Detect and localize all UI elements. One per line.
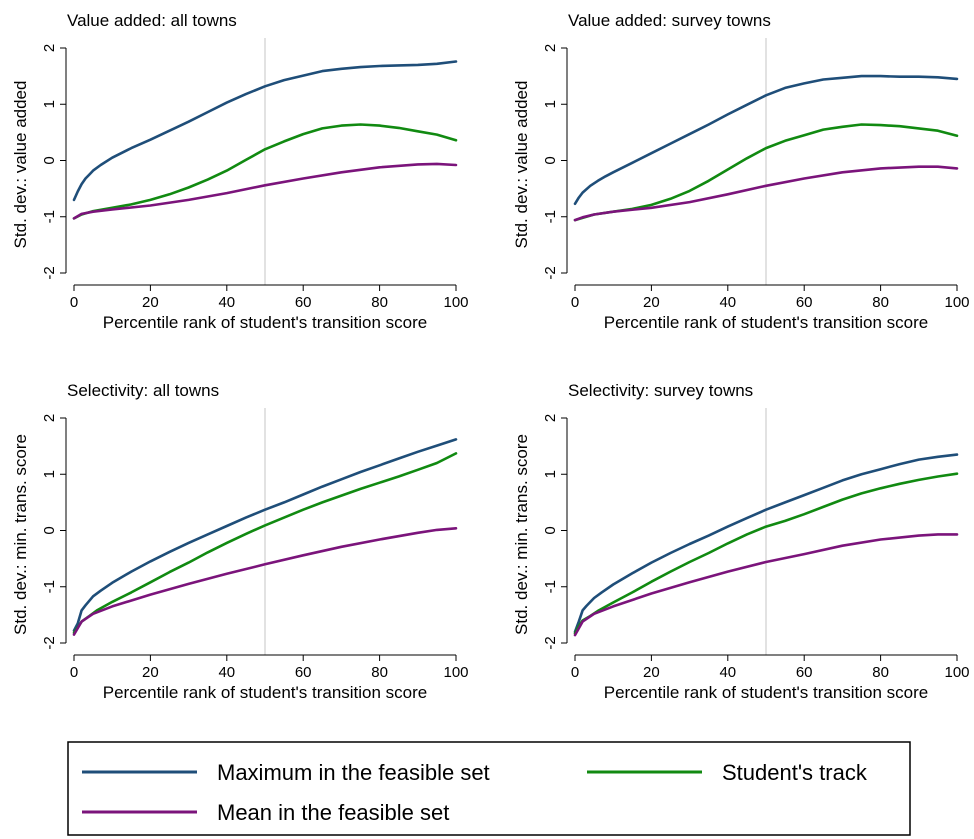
panel-2-y-tick-label-2: 0	[542, 156, 559, 164]
panel-2-y-tick-label-3: 1	[542, 100, 559, 108]
panel-4-x-tick-label-2: 40	[719, 664, 736, 681]
panel-4-y-tick-label-3: 1	[542, 470, 559, 478]
panel-4-x-tick-label-0: 0	[571, 664, 579, 681]
panel-3-series-max	[72, 438, 458, 632]
panel-3-x-tick-label-2: 40	[218, 664, 235, 681]
panel-4-y-tick-label-4: 2	[542, 414, 559, 422]
panel-3-series-track	[72, 452, 458, 635]
panel-1-y-axis-label: Std. dev.: value added	[11, 81, 30, 249]
panel-1-x-tick-label-2: 40	[218, 294, 235, 311]
legend-label-max: Maximum in the feasible set	[217, 760, 490, 785]
panel-3-y-tick-label-4: 2	[41, 414, 58, 422]
panel-1-y-tick-label-4: 2	[41, 44, 58, 52]
panel-3-title: Selectivity: all towns	[67, 381, 219, 400]
panel-4-y-tick-label-1: -1	[542, 580, 559, 593]
panel-4-x-tick-label-3: 60	[796, 664, 813, 681]
panel-4-title: Selectivity: survey towns	[568, 381, 753, 400]
panel-1-x-tick-label-1: 20	[142, 294, 159, 311]
panel-3-y-tick-label-1: -1	[41, 580, 58, 593]
panel-2-x-axis-label: Percentile rank of student's transition …	[604, 313, 929, 332]
panel-1-title: Value added: all towns	[67, 11, 237, 30]
panel-3-x-tick-label-0: 0	[70, 664, 78, 681]
panel-2-x-tick-label-1: 20	[643, 294, 660, 311]
panel-2-title: Value added: survey towns	[568, 11, 771, 30]
legend: Maximum in the feasible set Student's tr…	[67, 741, 911, 836]
panel-1-series-track	[72, 123, 458, 220]
panel-1-series-max	[72, 60, 458, 202]
panel-3-y-axis-label: Std. dev.: min. trans. score	[11, 434, 30, 635]
panel-2-x-tick-label-4: 80	[872, 294, 889, 311]
panel-4-y-tick-label-2: 0	[542, 526, 559, 534]
panel-2-y-tick-label-4: 2	[542, 44, 559, 52]
panel-4-series-mean	[573, 533, 959, 637]
panel-1-x-tick-label-4: 80	[371, 294, 388, 311]
panel-2-x-tick-label-2: 40	[719, 294, 736, 311]
panel-1-y-tick-label-0: -2	[41, 266, 58, 279]
panel-2-y-tick-label-0: -2	[542, 266, 559, 279]
panel-4-series-max	[573, 453, 959, 634]
panel-1-y-tick-label-1: -1	[41, 210, 58, 223]
panel-1-x-tick-label-5: 100	[443, 294, 468, 311]
panel-1-y-tick-label-2: 0	[41, 156, 58, 164]
panel-3-y-tick-label-2: 0	[41, 526, 58, 534]
legend-box	[67, 741, 911, 836]
panel-4-x-axis-label: Percentile rank of student's transition …	[604, 683, 929, 702]
panel-1-x-axis-label: Percentile rank of student's transition …	[103, 313, 428, 332]
panel-3-y-tick-label-0: -2	[41, 636, 58, 649]
legend-label-mean: Mean in the feasible set	[217, 800, 449, 825]
panel-4-x-tick-label-1: 20	[643, 664, 660, 681]
panel-2-x-tick-label-3: 60	[796, 294, 813, 311]
panel-3-x-tick-label-1: 20	[142, 664, 159, 681]
panel-4-x-tick-label-4: 80	[872, 664, 889, 681]
panel-3-y-tick-label-3: 1	[41, 470, 58, 478]
panel-4-y-tick-label-0: -2	[542, 636, 559, 649]
panel-3-x-tick-label-5: 100	[443, 664, 468, 681]
panel-2-series-mean	[573, 165, 959, 222]
panel-1-x-tick-label-0: 0	[70, 294, 78, 311]
panel-2-x-tick-label-0: 0	[571, 294, 579, 311]
panel-3-x-axis-label: Percentile rank of student's transition …	[103, 683, 428, 702]
panel-2-y-tick-label-1: -1	[542, 210, 559, 223]
panel-4-y-axis-label: Std. dev.: min. trans. score	[512, 434, 531, 635]
panel-3-x-tick-label-4: 80	[371, 664, 388, 681]
panel-3-series-mean	[72, 526, 458, 636]
panel-1-y-tick-label-3: 1	[41, 100, 58, 108]
legend-label-track: Student's track	[722, 760, 868, 785]
panel-3-x-tick-label-3: 60	[295, 664, 312, 681]
panel-2-x-tick-label-5: 100	[944, 294, 969, 311]
panel-1-x-tick-label-3: 60	[295, 294, 312, 311]
panel-1-series-mean	[72, 162, 458, 220]
panel-2-y-axis-label: Std. dev.: value added	[512, 81, 531, 249]
panel-4-x-tick-label-5: 100	[944, 664, 969, 681]
panel-2-series-max	[573, 74, 959, 206]
